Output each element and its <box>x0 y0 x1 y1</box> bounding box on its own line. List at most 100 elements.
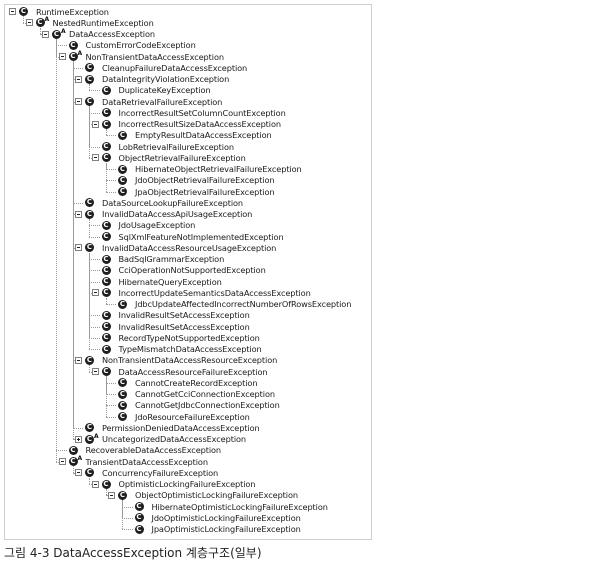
tree-node[interactable]: C IncorrectResultSetColumnCountException <box>92 107 286 118</box>
tree-node[interactable]: C InvalidDataAccessResourceUsageException <box>75 242 276 253</box>
tree-node-label: ConcurrencyFailureException <box>102 467 219 478</box>
collapse-icon[interactable] <box>9 8 16 16</box>
tree-node[interactable]: C ObjectRetrievalFailureException <box>91 152 246 163</box>
tree-node[interactable]: C JpaObjectRetrievalFailureException <box>108 186 275 197</box>
collapse-icon[interactable] <box>58 458 66 466</box>
tree-node[interactable]: C A NestedRuntimeException <box>25 16 154 28</box>
collapse-icon[interactable] <box>91 120 99 128</box>
tree-connector-line <box>105 382 116 384</box>
tree-node[interactable]: C NonTransientDataAccessResourceException <box>75 355 277 366</box>
tree-node-label: BadSqlGrammarException <box>118 254 225 265</box>
collapse-icon[interactable] <box>25 19 33 27</box>
tree-node[interactable]: C JpaOptimisticLockingFailureException <box>125 524 301 535</box>
tree-node[interactable]: C DataIntegrityViolationException <box>75 74 229 85</box>
collapse-icon[interactable] <box>75 98 82 106</box>
tree-connector-line <box>89 315 100 317</box>
tree-node[interactable]: C OptimisticLockingFailureException <box>91 479 255 490</box>
tree-node[interactable]: C HibernateObjectRetrievalFailureExceptio… <box>108 164 302 175</box>
tree-node-label: JpaObjectRetrievalFailureException <box>135 186 275 197</box>
tree-node[interactable]: C CustomErrorCodeException <box>59 40 196 51</box>
tree-connector-line <box>89 259 100 261</box>
tree-node[interactable]: C EmptyResultDataAccessException <box>108 130 272 141</box>
class-icon: C <box>118 175 127 185</box>
tree-node[interactable]: C A DataAccessException <box>42 28 155 40</box>
tree-node[interactable]: C HibernateOptimisticLockingFailureExcept… <box>125 501 328 512</box>
abstract-marker-icon: A <box>44 16 50 24</box>
collapse-icon[interactable] <box>108 491 115 499</box>
tree-node[interactable]: C TypeMismatchDataAccessException <box>92 344 262 355</box>
tree-connector-line <box>105 191 116 193</box>
tree-node[interactable]: C SqlXmlFeatureNotImplementedException <box>92 231 284 242</box>
tree-node[interactable]: C RecoverableDataAccessException <box>59 445 221 456</box>
tree-node[interactable]: C InvalidResultSetAccessException <box>92 321 250 332</box>
collapse-icon[interactable] <box>91 368 99 376</box>
abstract-marker-icon: A <box>77 455 83 463</box>
collapse-icon[interactable] <box>75 469 82 477</box>
tree-connector-line <box>105 488 107 496</box>
tree-node[interactable]: C IncorrectResultSizeDataAccessException <box>91 119 281 130</box>
class-icon: C <box>101 153 111 163</box>
tree-connector-line <box>122 506 133 508</box>
class-icon: C <box>68 457 78 467</box>
tree-connector-line <box>56 45 67 47</box>
leaf-spacer <box>108 402 115 409</box>
tree-node[interactable]: C CciOperationNotSupportedException <box>92 265 266 276</box>
tree-node[interactable]: C ConcurrencyFailureException <box>75 467 218 478</box>
tree-node[interactable]: C RecordTypeNotSupportedException <box>92 332 260 343</box>
collapse-icon[interactable] <box>58 53 66 61</box>
class-icon: C <box>85 97 94 107</box>
tree-node[interactable]: C DuplicateKeyException <box>92 85 211 96</box>
leaf-spacer <box>108 301 115 308</box>
tree-node[interactable]: C A TransientDataAccessException <box>58 455 208 467</box>
tree-node[interactable]: C DataAccessResourceFailureException <box>91 366 268 377</box>
tree-node-label: CannotGetJdbcConnectionException <box>135 400 280 411</box>
collapse-icon[interactable] <box>91 154 99 162</box>
tree-node[interactable]: C DataSourceLookupFailureException <box>75 197 243 208</box>
tree-node-label: UncategorizedDataAccessException <box>102 434 246 445</box>
tree-node[interactable]: C A NonTransientDataAccessException <box>58 50 224 62</box>
tree-node[interactable]: C InvalidDataAccessApiUsageException <box>75 209 252 220</box>
tree-node[interactable]: C PermissionDeniedDataAccessException <box>75 422 260 433</box>
expand-icon[interactable] <box>75 435 82 443</box>
tree-node[interactable]: C CannotCreateRecordException <box>108 377 258 388</box>
tree-node[interactable]: C CannotGetCciConnectionException <box>108 389 275 400</box>
tree-connector-line <box>56 56 59 58</box>
tree-node[interactable]: C JdoObjectRetrievalFailureException <box>108 175 275 186</box>
tree-connector-line <box>56 38 57 462</box>
tree-connector-line <box>105 297 107 305</box>
tree-node[interactable]: C ObjectOptimisticLockingFailureException <box>108 490 298 501</box>
tree-node[interactable]: C DataRetrievalFailureException <box>75 96 222 107</box>
tree-connector-line <box>122 500 123 530</box>
tree-node-label: DataSourceLookupFailureException <box>102 197 244 208</box>
tree-node-label: DataRetrievalFailureException <box>102 96 223 107</box>
tree-node[interactable]: C CleanupFailureDataAccessException <box>75 62 247 73</box>
class-icon: C <box>52 29 61 39</box>
class-icon: C <box>85 434 94 444</box>
collapse-icon[interactable] <box>75 244 82 252</box>
collapse-icon[interactable] <box>91 480 99 488</box>
tree-node-label: JdoOptimisticLockingFailureException <box>151 512 301 523</box>
tree-node[interactable]: C A UncategorizedDataAccessException <box>75 433 246 445</box>
leaf-spacer <box>92 87 99 94</box>
collapse-icon[interactable] <box>75 75 82 83</box>
tree-node[interactable]: C LobRetrievalFailureException <box>92 141 234 152</box>
tree-node[interactable]: C CannotGetJdbcConnectionException <box>108 400 280 411</box>
tree-node[interactable]: C BadSqlGrammarException <box>92 254 225 265</box>
tree-connector-line <box>89 146 100 148</box>
collapse-icon[interactable] <box>42 30 49 38</box>
tree-node[interactable]: C RuntimeException <box>9 6 109 17</box>
tree-node-label: DataAccessResourceFailureException <box>118 366 268 377</box>
leaf-spacer <box>92 312 99 319</box>
collapse-icon[interactable] <box>75 210 82 218</box>
tree-node[interactable]: C JdoResourceFailureException <box>108 411 250 422</box>
leaf-spacer <box>108 188 115 195</box>
collapse-icon[interactable] <box>91 289 99 297</box>
collapse-icon[interactable] <box>75 356 82 364</box>
tree-node[interactable]: C JdoUsageException <box>92 220 195 231</box>
tree-node[interactable]: C HibernateQueryException <box>92 276 222 287</box>
tree-node[interactable]: C JdoOptimisticLockingFailureException <box>125 512 301 523</box>
tree-connector-line <box>105 162 107 192</box>
tree-node[interactable]: C InvalidResultSetAccessException <box>92 310 250 321</box>
tree-node[interactable]: C JdbcUpdateAffectedIncorrectNumberOfRows… <box>108 299 351 310</box>
tree-node[interactable]: C IncorrectUpdateSemanticsDataAccessExcep… <box>91 287 311 298</box>
